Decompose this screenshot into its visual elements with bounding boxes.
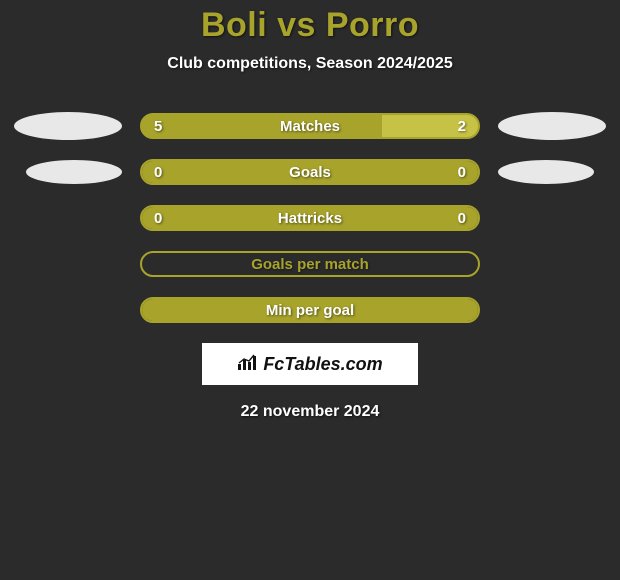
stat-row: Goals00 (0, 159, 620, 185)
stat-bar: Min per goal (140, 297, 480, 323)
bar-segment-left (142, 299, 478, 321)
brand-text: FcTables.com (263, 354, 382, 375)
stat-row: Min per goal (0, 297, 620, 323)
bar-segment-left (142, 161, 478, 183)
stat-row: Goals per match (0, 251, 620, 277)
player-slot-right (498, 112, 606, 140)
stat-label: Goals per match (142, 253, 478, 275)
chart-icon (237, 353, 259, 376)
brand-badge: FcTables.com (202, 343, 418, 385)
stat-bar: Hattricks00 (140, 205, 480, 231)
subtitle: Club competitions, Season 2024/2025 (0, 55, 620, 73)
stat-row: Hattricks00 (0, 205, 620, 231)
stat-rows: Matches52 Goals00 Hattricks00 Goals per mat… (0, 113, 620, 323)
player-slot-left (26, 160, 122, 184)
stat-bar: Goals per match (140, 251, 480, 277)
bar-segment-right (382, 115, 478, 137)
stat-row: Matches52 (0, 113, 620, 139)
stat-bar: Goals00 (140, 159, 480, 185)
page-title: Boli vs Porro (0, 6, 620, 45)
bar-segment-left (142, 207, 478, 229)
stat-bar: Matches52 (140, 113, 480, 139)
bar-segment-left (142, 115, 382, 137)
player-slot-left (14, 112, 122, 140)
player-slot-right (498, 160, 594, 184)
stats-card: Boli vs Porro Club competitions, Season … (0, 0, 620, 580)
date-label: 22 november 2024 (0, 403, 620, 421)
